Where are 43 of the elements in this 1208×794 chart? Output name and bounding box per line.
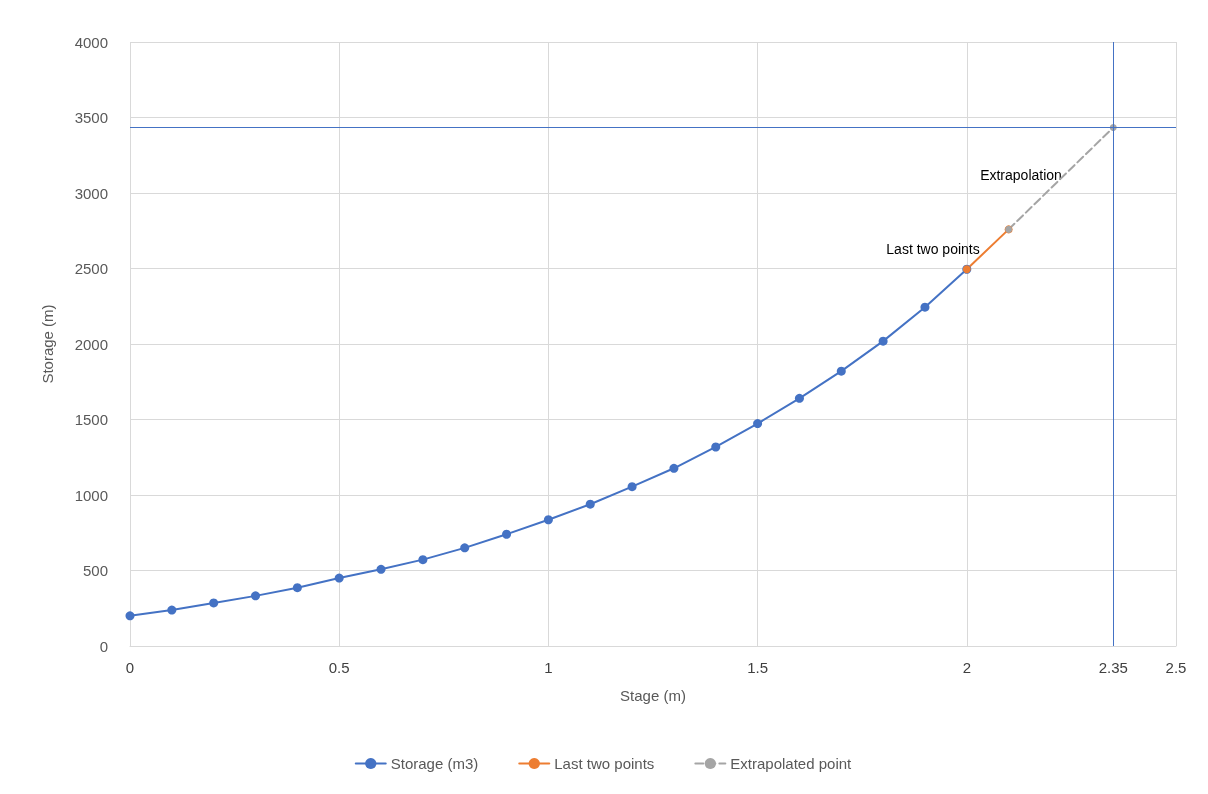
x-tick-label: 0 <box>125 659 135 676</box>
y-axis-title: Storage (m) <box>39 304 56 384</box>
point <box>669 463 679 473</box>
y-tick-label: 4000 <box>74 33 108 51</box>
y-tick-label: 1000 <box>74 486 108 504</box>
point <box>209 598 219 608</box>
point <box>627 482 637 492</box>
point <box>334 573 344 583</box>
x-tick-label: 2 <box>962 659 971 676</box>
y-tick-label: 500 <box>82 562 108 579</box>
x-tick-label: 2.35 <box>1098 659 1128 676</box>
y-tick-label: 3500 <box>74 109 108 126</box>
x-axis-title: Stage (m) <box>620 687 686 704</box>
x-tick-label: 1 <box>544 659 553 676</box>
annotation: Extrapolation <box>980 167 1062 183</box>
point <box>753 419 763 429</box>
point <box>376 564 386 574</box>
legend-label: Last two points <box>554 755 655 772</box>
y-tick-label: 0 <box>99 637 108 655</box>
y-tick-label: 2000 <box>74 335 108 353</box>
point <box>460 543 470 553</box>
point <box>251 591 261 601</box>
point <box>543 515 553 525</box>
point <box>125 611 135 621</box>
y-tick-label: 3000 <box>74 184 108 202</box>
point <box>878 336 888 346</box>
point <box>502 529 512 539</box>
point <box>585 499 595 509</box>
y-tick-label: 2500 <box>74 260 108 277</box>
legend-label: Storage (m3) <box>390 755 479 772</box>
point <box>167 605 177 615</box>
x-tick-label: 1.5 <box>747 659 769 676</box>
point <box>920 302 930 312</box>
point <box>836 366 846 376</box>
x-tick-label: 0.5 <box>328 659 350 676</box>
x-tick-label: 2.5 <box>1165 659 1187 676</box>
point <box>292 583 302 593</box>
point <box>418 555 428 565</box>
legend-label: Extrapolated point <box>730 755 853 772</box>
point <box>794 393 804 403</box>
point <box>711 442 721 452</box>
annotation: Last two points <box>886 241 980 257</box>
y-tick-label: 1500 <box>74 411 108 428</box>
